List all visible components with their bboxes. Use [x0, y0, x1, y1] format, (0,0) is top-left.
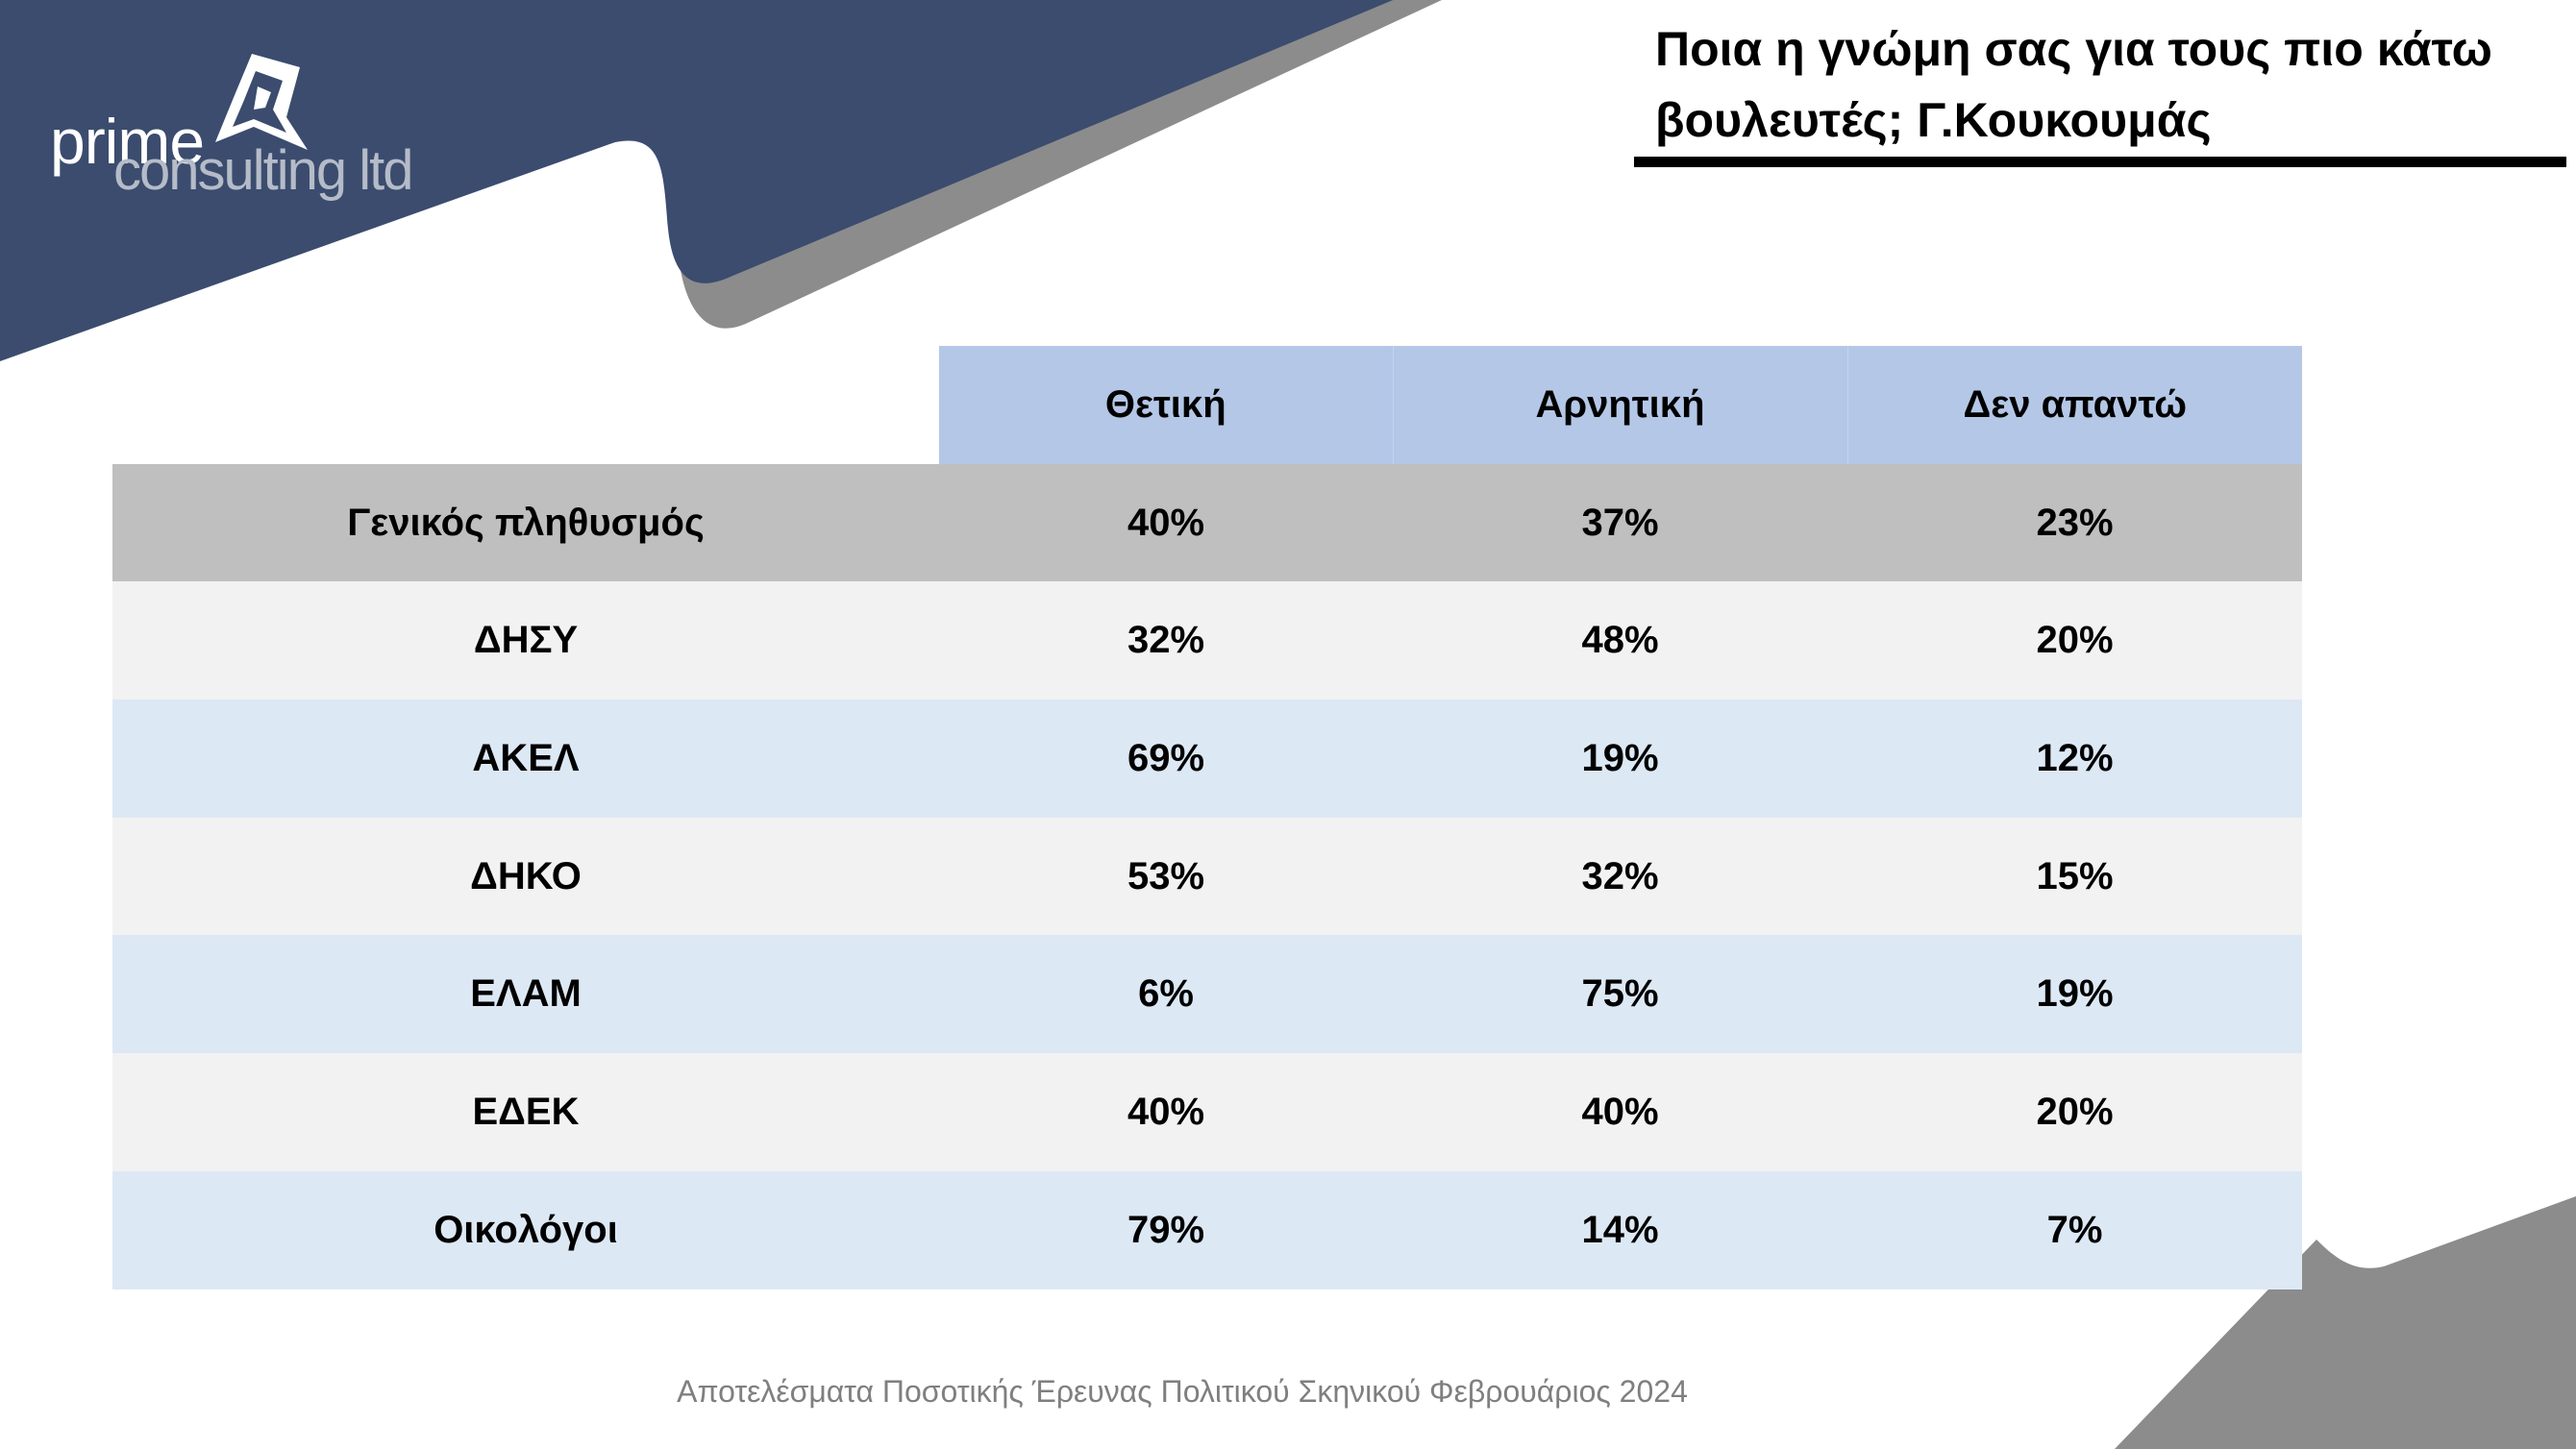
logo-text-prime: prime: [50, 106, 205, 177]
table-row: ΔΗΚΟ 53% 32% 15%: [112, 817, 2302, 936]
table-row: ΔΗΣΥ 32% 48% 20%: [112, 581, 2302, 700]
table-row: Οικολόγοι 79% 14% 7%: [112, 1170, 2302, 1289]
table-row: Γενικός πληθυσμός 40% 37% 23%: [112, 463, 2302, 582]
header-row: Θετική Αρνητική Δεν απαντώ: [112, 346, 2302, 464]
row-label: ΑΚΕΛ: [112, 700, 939, 818]
table-cell: 40%: [939, 463, 1393, 582]
table-cell: 15%: [1847, 817, 2302, 936]
header-corner-cell: [112, 346, 939, 464]
logo-text-consulting: consulting ltd: [113, 139, 414, 202]
table-cell: 32%: [939, 581, 1393, 700]
row-label: ΔΗΚΟ: [112, 817, 939, 936]
table-cell: 53%: [939, 817, 1393, 936]
column-header-no-answer: Δεν απαντώ: [1846, 346, 2302, 464]
table-cell: 20%: [1847, 1053, 2302, 1171]
results-table: Θετική Αρνητική Δεν απαντώ Γενικός πληθυ…: [112, 346, 2302, 1289]
column-header-positive: Θετική: [939, 346, 1393, 464]
table-cell: 32%: [1393, 817, 1847, 936]
table-cell: 19%: [1847, 935, 2302, 1054]
table-cell: 20%: [1847, 581, 2302, 700]
row-label: ΕΛΑΜ: [112, 935, 939, 1054]
table-cell: 75%: [1393, 935, 1847, 1054]
table-row: ΕΛΑΜ 6% 75% 19%: [112, 935, 2302, 1054]
table-cell: 12%: [1847, 700, 2302, 818]
grey-corner-shape: [2115, 1196, 2576, 1449]
title-underline: [1634, 157, 2566, 167]
column-header-negative: Αρνητική: [1392, 346, 1847, 464]
diamond-star-icon: [215, 54, 308, 150]
table-cell: 79%: [939, 1170, 1393, 1289]
table-cell: 37%: [1393, 463, 1847, 582]
table-cell: 14%: [1393, 1170, 1847, 1289]
row-label: Γενικός πληθυσμός: [112, 463, 939, 582]
row-label: ΕΔΕΚ: [112, 1053, 939, 1171]
navy-swoosh-shape: [0, 0, 1394, 361]
table-cell: 48%: [1393, 581, 1847, 700]
row-label: ΔΗΣΥ: [112, 581, 939, 700]
table-cell: 7%: [1847, 1170, 2302, 1289]
table-cell: 19%: [1393, 700, 1847, 818]
footer-caption: Αποτελέσματα Ποσοτικής Έρευνας Πολιτικού…: [677, 1374, 1688, 1409]
company-logo: prime consulting ltd: [50, 50, 414, 204]
table-row: ΑΚΕΛ 69% 19% 12%: [112, 700, 2302, 818]
table-cell: 23%: [1847, 463, 2302, 582]
title-container: Ποια η γνώμη σας για τους πιο κάτω βουλε…: [1655, 13, 2520, 156]
row-label: Οικολόγοι: [112, 1170, 939, 1289]
table-cell: 40%: [939, 1053, 1393, 1171]
table-cell: 69%: [939, 700, 1393, 818]
page-title: Ποια η γνώμη σας για τους πιο κάτω βουλε…: [1655, 22, 2492, 147]
table-cell: 6%: [939, 935, 1393, 1054]
table-row: ΕΔΕΚ 40% 40% 20%: [112, 1053, 2302, 1171]
table-cell: 40%: [1393, 1053, 1847, 1171]
